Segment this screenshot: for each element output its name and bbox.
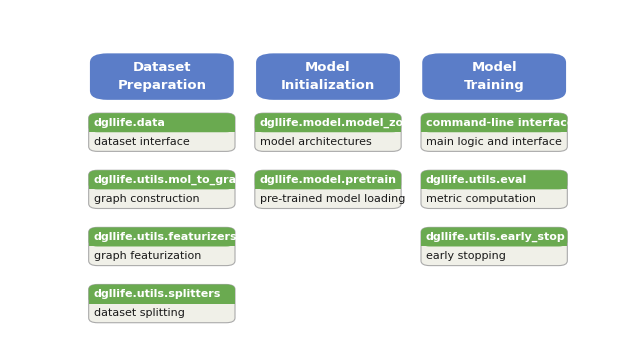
Bar (255, 181, 401, 189)
Text: model architectures: model architectures (260, 137, 372, 147)
Text: dgllife.model.model_zoo: dgllife.model.model_zoo (260, 118, 412, 128)
Text: dgllife.model.pretrain: dgllife.model.pretrain (260, 175, 397, 185)
FancyBboxPatch shape (255, 170, 401, 208)
FancyBboxPatch shape (255, 113, 401, 151)
Text: command-line interfaces: command-line interfaces (426, 118, 581, 128)
Text: main logic and interface: main logic and interface (426, 137, 562, 147)
Text: dgllife.utils.splitters: dgllife.utils.splitters (93, 289, 221, 299)
Text: Model
Initialization: Model Initialization (281, 61, 375, 92)
FancyBboxPatch shape (421, 170, 567, 189)
FancyBboxPatch shape (256, 53, 400, 100)
FancyBboxPatch shape (421, 113, 567, 132)
Text: dgllife.data: dgllife.data (93, 118, 166, 128)
Bar (255, 124, 401, 132)
FancyBboxPatch shape (89, 285, 235, 323)
FancyBboxPatch shape (89, 113, 235, 132)
Bar (421, 181, 567, 189)
Text: graph construction: graph construction (93, 194, 199, 204)
FancyBboxPatch shape (422, 53, 566, 100)
FancyBboxPatch shape (421, 113, 567, 151)
FancyBboxPatch shape (89, 170, 235, 189)
Bar (89, 124, 235, 132)
FancyBboxPatch shape (89, 113, 235, 151)
FancyBboxPatch shape (90, 53, 234, 100)
Text: dataset interface: dataset interface (93, 137, 189, 147)
Bar (421, 238, 567, 246)
Bar (421, 124, 567, 132)
FancyBboxPatch shape (89, 170, 235, 208)
FancyBboxPatch shape (89, 227, 235, 266)
Text: dgllife.utils.eval: dgllife.utils.eval (426, 175, 527, 185)
Text: Dataset
Preparation: Dataset Preparation (117, 61, 206, 92)
Bar (89, 295, 235, 304)
Text: dgllife.utils.mol_to_graph: dgllife.utils.mol_to_graph (93, 175, 253, 185)
Text: dataset splitting: dataset splitting (93, 308, 184, 318)
FancyBboxPatch shape (421, 170, 567, 208)
Text: pre-trained model loading: pre-trained model loading (260, 194, 405, 204)
Text: graph featurization: graph featurization (93, 251, 201, 261)
FancyBboxPatch shape (421, 227, 567, 246)
Text: early stopping: early stopping (426, 251, 506, 261)
FancyBboxPatch shape (89, 227, 235, 246)
Text: metric computation: metric computation (426, 194, 536, 204)
Bar (89, 181, 235, 189)
Text: dgllife.utils.early_stop: dgllife.utils.early_stop (426, 232, 566, 242)
FancyBboxPatch shape (89, 285, 235, 304)
Bar (89, 238, 235, 246)
FancyBboxPatch shape (255, 170, 401, 189)
Text: dgllife.utils.featurizers: dgllife.utils.featurizers (93, 232, 237, 242)
FancyBboxPatch shape (421, 227, 567, 266)
FancyBboxPatch shape (255, 113, 401, 132)
Text: Model
Training: Model Training (464, 61, 525, 92)
